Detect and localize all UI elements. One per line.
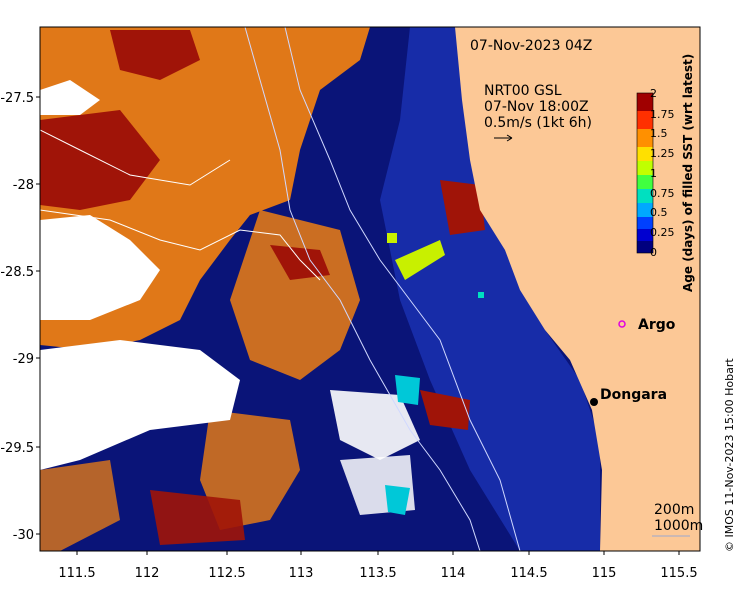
y-tick-label: -29 [13, 352, 34, 367]
colorbar [636, 92, 654, 254]
contour-1000m [244, 27, 481, 551]
oldest-sst-south [150, 490, 245, 545]
x-tick-label: 115.5 [660, 566, 697, 581]
contour-west [40, 209, 321, 281]
vector-scale-arrow [494, 134, 513, 142]
colorbar-tick: 1.5 [650, 127, 668, 140]
y-tick-label: -30 [13, 528, 34, 543]
current-time-label: 07-Nov 18:00Z [484, 99, 589, 115]
dongara-label: Dongara [600, 387, 667, 403]
y-tick-label: -28.5 [0, 265, 34, 280]
argo-float-marker [618, 320, 626, 328]
depth-legend-1000m: 1000m [654, 518, 703, 534]
colorbar-tick: 1.75 [650, 108, 675, 121]
colorbar-tick: 0 [650, 246, 657, 259]
x-tick-label: 112 [135, 566, 160, 581]
x-tick-label: 114 [441, 566, 466, 581]
dongara-marker [590, 398, 598, 406]
no-data-northwest [40, 215, 160, 320]
colorbar-title: Age (days) of filled SST (wrt latest) [681, 54, 695, 292]
oldest-sst-patch-2 [420, 390, 470, 430]
x-tick-label: 113.5 [359, 566, 396, 581]
young-sst-cyan-3 [478, 292, 484, 298]
argo-label: Argo [638, 317, 676, 333]
date-label: 07-Nov-2023 04Z [470, 38, 592, 54]
y-tick-label: -29.5 [0, 441, 34, 456]
imos-credit: © IMOS 11-Nov-2023 15:00 Hobart [723, 358, 736, 552]
contour-northwest [40, 129, 231, 186]
plot-frame [39, 26, 701, 552]
map-plot-area [40, 27, 700, 551]
colorbar-tick: 0.75 [650, 187, 675, 200]
depth-legend-200m: 200m [654, 502, 694, 518]
x-tick-label: 112.5 [208, 566, 245, 581]
x-tick-label: 111.5 [58, 566, 95, 581]
older-sst-central [230, 210, 360, 380]
colorbar-tick: 0.25 [650, 226, 675, 239]
x-axis: 111.5 112 112.5 113 113.5 114 114.5 115 … [58, 551, 698, 581]
no-data-north [40, 80, 100, 115]
x-tick-label: 115 [592, 566, 617, 581]
oldest-sst-coastal [440, 180, 485, 235]
colorbar-ticks: 2 1.75 1.5 1.25 1 0.75 0.5 0.25 0 [650, 87, 675, 259]
young-sst-cyan-2 [385, 485, 410, 515]
x-tick-label: 113 [289, 566, 314, 581]
young-sst-cyan [395, 375, 420, 405]
nearshore-ocean [380, 27, 600, 551]
young-sst-green-2 [387, 233, 397, 243]
no-data-west [40, 340, 240, 470]
colorbar-tick: 1 [650, 167, 657, 180]
y-axis: -27.5 -28 -28.5 -29 -29.5 -30 [0, 91, 40, 543]
oldest-sst-patch [270, 245, 330, 280]
colorbar-tick: 2 [650, 87, 657, 100]
colorbar-tick: 1.25 [650, 147, 675, 160]
vector-scale-label: 0.5m/s (1kt 6h) [484, 115, 592, 131]
y-tick-label: -27.5 [0, 91, 34, 106]
older-sst-southwest [40, 460, 120, 551]
product-label: NRT00 GSL [484, 83, 562, 99]
y-tick-label: -28 [13, 178, 34, 193]
oldest-sst-north [110, 30, 200, 80]
contour-200m [284, 27, 521, 551]
colorbar-tick: 0.5 [650, 206, 668, 219]
x-tick-label: 114.5 [510, 566, 547, 581]
young-sst-green [395, 240, 445, 280]
